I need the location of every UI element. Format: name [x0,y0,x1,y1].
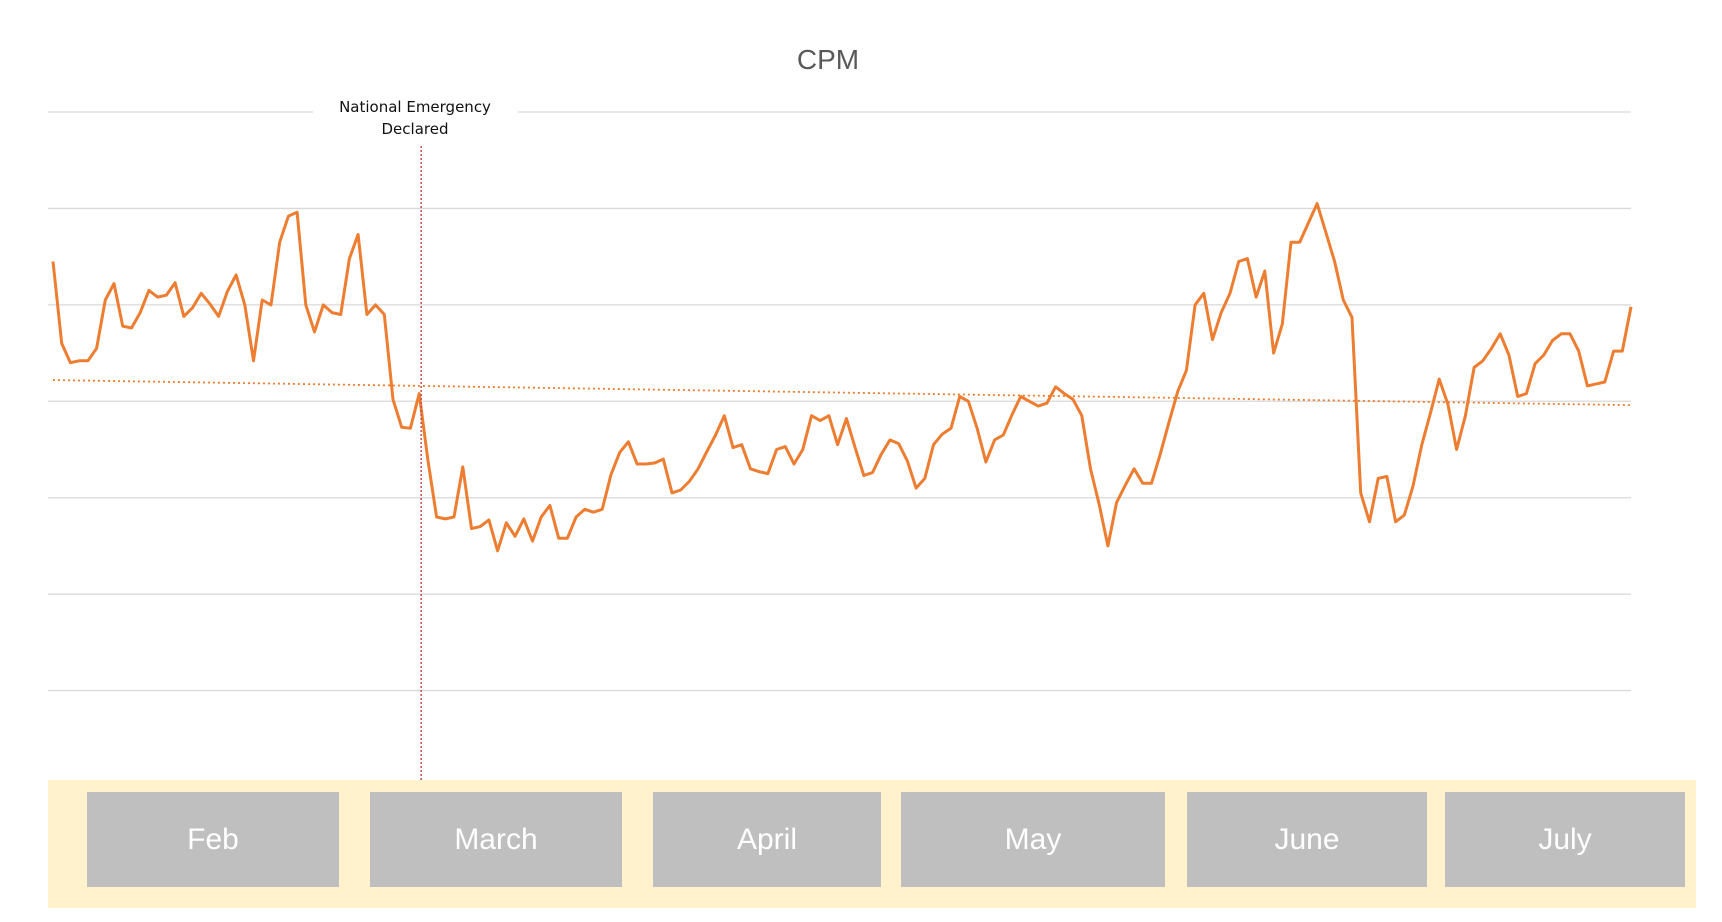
month-band: Feb March April May June July [48,780,1696,908]
month-box-april: April [653,792,881,887]
chart-title: CPM [797,44,859,75]
cpm-series-line [51,202,1633,553]
month-label: July [1538,822,1592,856]
month-label: Feb [187,822,239,856]
month-box-july: July [1445,792,1685,887]
month-label: April [736,822,797,856]
month-label: May [1004,822,1062,856]
month-box-may: May [901,792,1165,887]
month-label: March [454,822,538,856]
trendline-group [52,379,1632,407]
gridlines [48,111,1631,692]
month-box-march: March [370,792,622,887]
series-group [51,202,1633,553]
month-box-feb: Feb [87,792,339,887]
trendline [52,379,1632,407]
annotation-label-line1: National Emergency [339,98,491,116]
month-box-june: June [1187,792,1427,887]
month-label: June [1274,822,1340,856]
annotation-group: National Emergency Declared [339,98,491,783]
annotation-label-line2: Declared [382,120,449,138]
